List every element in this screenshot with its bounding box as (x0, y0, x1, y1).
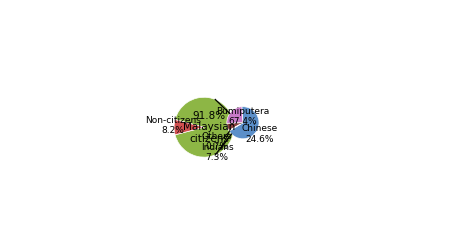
Text: Non-citizens
8.2%: Non-citizens 8.2% (145, 116, 201, 135)
Wedge shape (175, 97, 234, 157)
Text: Chinese
24.6%: Chinese 24.6% (242, 124, 278, 144)
Wedge shape (227, 123, 243, 130)
Text: Indians
7.3%: Indians 7.3% (201, 143, 234, 162)
Wedge shape (227, 107, 243, 123)
Text: Others
0.7%: Others 0.7% (202, 131, 232, 151)
Text: Bumiputera
67.4%: Bumiputera 67.4% (216, 107, 270, 126)
Wedge shape (174, 120, 204, 135)
Text: 91.8%
Malaysian
citizens: 91.8% Malaysian citizens (183, 111, 236, 144)
Wedge shape (229, 123, 243, 131)
Wedge shape (229, 107, 259, 139)
